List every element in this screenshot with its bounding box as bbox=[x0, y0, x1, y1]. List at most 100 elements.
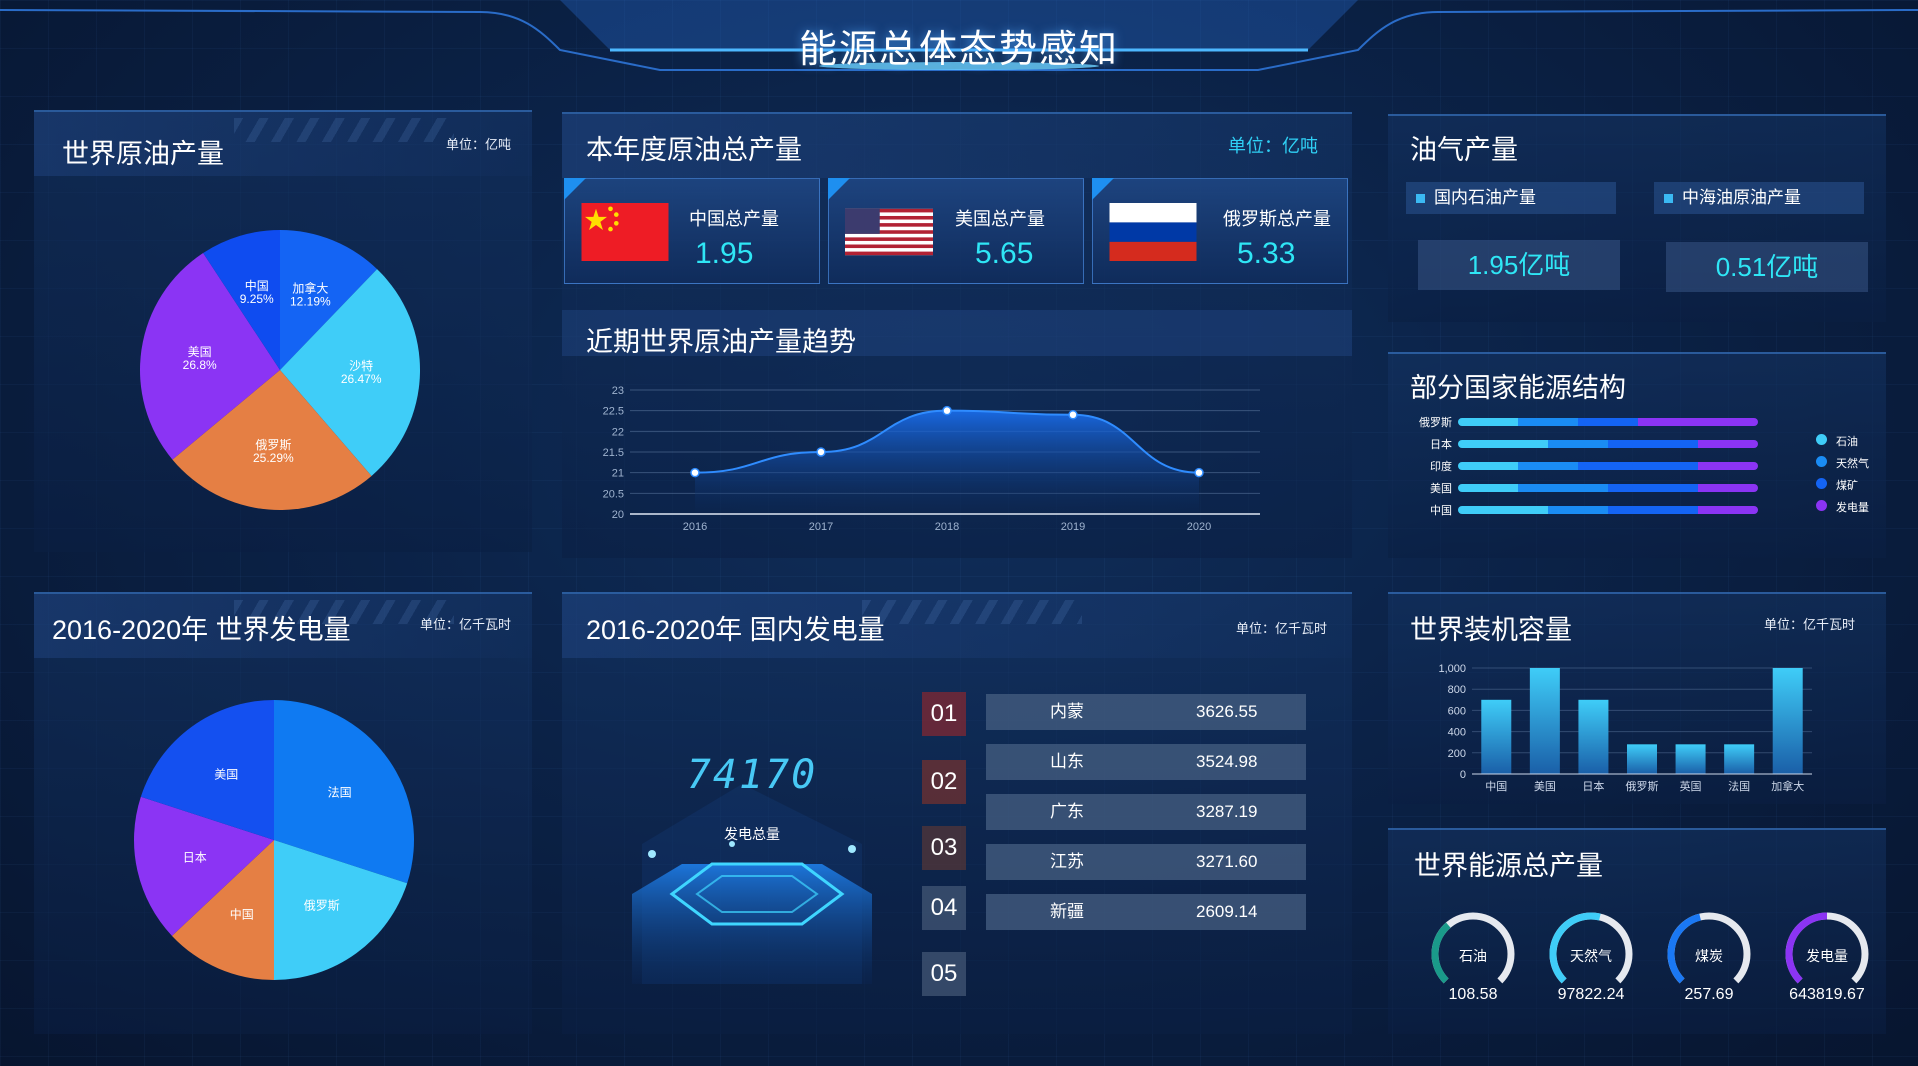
structure-bar bbox=[1458, 484, 1758, 492]
trend-point bbox=[1068, 410, 1078, 420]
usa-flag-icon bbox=[845, 208, 933, 256]
structure-segment bbox=[1698, 506, 1758, 514]
header-decoration bbox=[0, 0, 1918, 71]
rank-number: 03 bbox=[922, 826, 966, 870]
rank-row[interactable]: 新疆 2609.14 bbox=[986, 894, 1306, 930]
gauge-ring bbox=[1785, 912, 1869, 984]
card-label: 美国总产量 bbox=[955, 209, 1045, 229]
legend-label: 石油 bbox=[1836, 436, 1858, 448]
china-card: 中国总产量 1.95 bbox=[564, 178, 820, 284]
province-value: 3524.98 bbox=[1196, 752, 1258, 771]
gauge-fill bbox=[1667, 913, 1702, 984]
trend-point bbox=[942, 405, 952, 416]
x-tick-label: 2019 bbox=[1061, 521, 1085, 533]
pie-slice bbox=[172, 370, 372, 510]
rank-number: 01 bbox=[922, 692, 966, 736]
page-title: 能源总体态势感知 bbox=[798, 29, 1119, 71]
pie-slice bbox=[134, 796, 274, 936]
rank-row[interactable]: 内蒙 3626.55 bbox=[986, 694, 1306, 730]
structure-segment bbox=[1698, 440, 1758, 448]
slice-label: 美国 bbox=[214, 767, 238, 781]
gauge-ring bbox=[1431, 912, 1515, 984]
slice-label: 沙特 bbox=[349, 358, 373, 373]
cnooc-oil-value: 0.51亿吨 bbox=[1666, 242, 1868, 292]
pie-slice bbox=[274, 840, 408, 980]
y-tick-label: 22.5 bbox=[603, 406, 624, 418]
oil-trend-area-chart: 20 20.5 21 21.5 22 22.5 23 2016 2017 2018 2019 2020 bbox=[603, 385, 1260, 533]
structure-segment bbox=[1458, 462, 1518, 470]
panel-title: 世界装机容量 bbox=[1410, 615, 1572, 645]
card-value: 1.95 bbox=[695, 237, 754, 270]
structure-segment bbox=[1638, 418, 1758, 426]
card-label: 俄罗斯总产量 bbox=[1223, 209, 1331, 229]
structure-segment bbox=[1548, 440, 1608, 448]
russia-card: 俄罗斯总产量 5.33 bbox=[1092, 178, 1348, 284]
pie-slice bbox=[139, 252, 280, 460]
unit-label: 单位：亿千瓦时 bbox=[1764, 617, 1856, 632]
capacity-bar bbox=[1481, 699, 1512, 774]
y-tick-label: 200 bbox=[1448, 748, 1466, 760]
province-value: 3626.55 bbox=[1196, 702, 1258, 721]
rank-number: 04 bbox=[922, 886, 966, 930]
y-tick-label: 22 bbox=[612, 426, 624, 438]
province-name: 江苏 bbox=[1050, 852, 1084, 871]
structure-segment bbox=[1608, 440, 1698, 448]
trend-point bbox=[690, 467, 700, 478]
x-tick-label: 2018 bbox=[935, 521, 959, 533]
gauge-name: 天然气 bbox=[1570, 948, 1612, 964]
x-tick-label: 俄罗斯 bbox=[1626, 780, 1659, 793]
usa-card: 美国总产量 5.65 bbox=[828, 178, 1084, 284]
x-tick-label: 英国 bbox=[1680, 779, 1702, 793]
panel-title: 2016-2020年 国内发电量 bbox=[586, 615, 885, 645]
x-tick-label: 法国 bbox=[1728, 779, 1750, 793]
trend-point bbox=[816, 447, 826, 457]
legend-dot bbox=[1816, 434, 1827, 445]
unit-label: 单位：亿吨 bbox=[1228, 136, 1318, 156]
rank-row[interactable]: 广东 3287.19 bbox=[986, 794, 1306, 830]
gauge-name: 发电量 bbox=[1806, 948, 1848, 964]
province-value: 2609.14 bbox=[1196, 902, 1258, 921]
gauge-ring bbox=[1667, 912, 1751, 984]
y-tick-label: 20 bbox=[612, 509, 624, 521]
structure-segment bbox=[1578, 418, 1638, 426]
slice-label: 法国 bbox=[328, 785, 352, 799]
province-value: 3287.19 bbox=[1196, 802, 1258, 821]
trend-titlebar bbox=[562, 310, 1352, 356]
structure-country-label: 日本 bbox=[1430, 439, 1452, 451]
trend-area bbox=[695, 410, 1199, 514]
x-tick-label: 美国 bbox=[1534, 780, 1556, 793]
slice-pct: 12.19% bbox=[290, 295, 331, 309]
capacity-bar bbox=[1627, 744, 1657, 774]
legend-dot bbox=[1816, 456, 1827, 467]
card-value: 5.33 bbox=[1237, 237, 1296, 270]
y-tick-label: 21 bbox=[612, 468, 624, 480]
y-tick-label: 20.5 bbox=[603, 488, 624, 500]
rank-row[interactable]: 江苏 3271.60 bbox=[986, 844, 1306, 880]
panel-title: 部分国家能源结构 bbox=[1410, 373, 1626, 403]
y-tick-label: 400 bbox=[1448, 727, 1466, 739]
slice-label: 中国 bbox=[245, 278, 269, 293]
world-power-panel: 2016-2020年 世界发电量 单位：亿千瓦时 法国 俄罗斯 中国 日本 美国 bbox=[34, 592, 532, 1034]
gauge-ring bbox=[1549, 912, 1633, 984]
unit-label: 单位：亿千瓦时 bbox=[1236, 621, 1328, 636]
domestic-oil-value: 1.95亿吨 bbox=[1418, 240, 1620, 290]
legend-label: 煤矿 bbox=[1836, 480, 1858, 492]
y-tick-label: 600 bbox=[1448, 705, 1466, 717]
power-total-value: 74170 bbox=[686, 752, 818, 798]
x-tick-label: 日本 bbox=[1582, 779, 1604, 793]
structure-segment bbox=[1548, 506, 1608, 514]
structure-segment bbox=[1458, 506, 1548, 514]
structure-country-label: 印度 bbox=[1430, 461, 1452, 473]
panel-title: 2016-2020年 世界发电量 bbox=[52, 615, 351, 645]
structure-bar bbox=[1458, 440, 1758, 448]
structure-segment bbox=[1518, 462, 1578, 470]
x-tick-label: 2020 bbox=[1187, 521, 1211, 533]
gauge-name: 煤炭 bbox=[1695, 948, 1723, 964]
gauge-value: 643819.67 bbox=[1789, 986, 1865, 1003]
rank-row[interactable]: 山东 3524.98 bbox=[986, 744, 1306, 780]
capacity-bar bbox=[1724, 744, 1755, 774]
unit-label: 单位：亿吨 bbox=[446, 137, 512, 152]
card-value: 5.65 bbox=[975, 237, 1034, 270]
slice-pct: 26.47% bbox=[341, 372, 382, 386]
